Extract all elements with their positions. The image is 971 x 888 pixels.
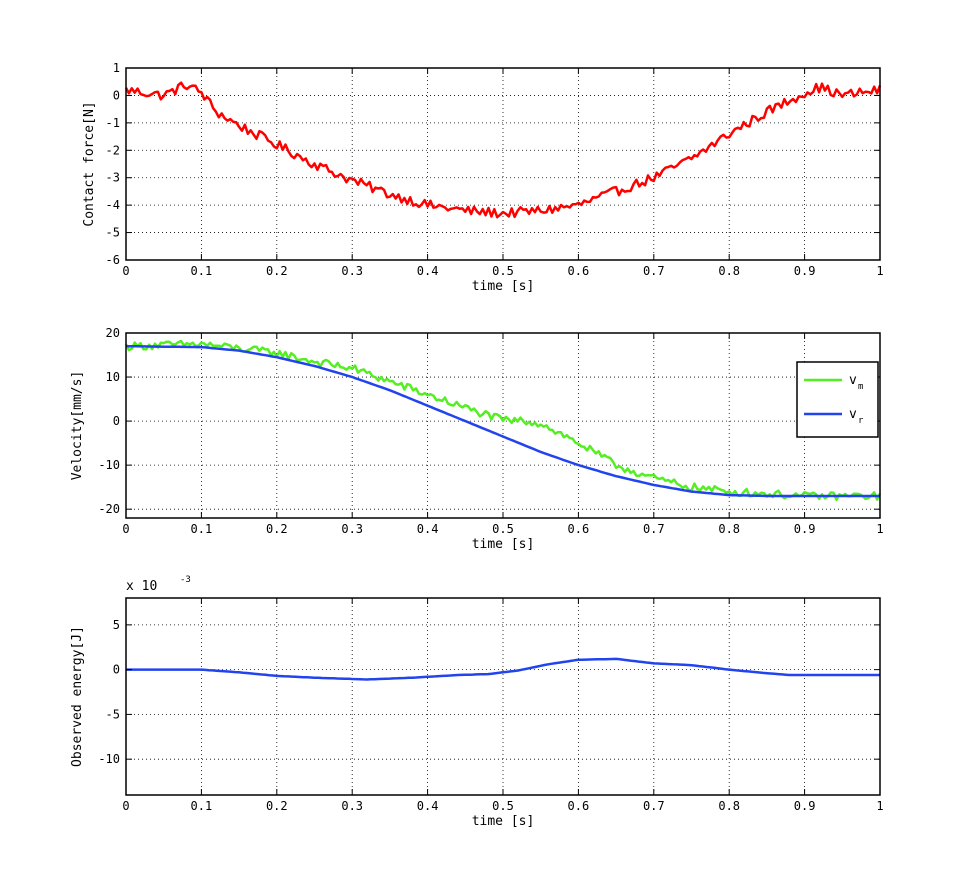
x-tick-label: 0.4 — [417, 522, 439, 536]
x-tick-label: 0.4 — [417, 264, 439, 278]
x-tick-label: 1 — [876, 799, 883, 813]
y-axis-label: Observed energy[J] — [70, 626, 85, 767]
chart-panel-1: 0 0.1 0.2 0.3 0.4 0.5 0.6 0.7 0.8 0.9 1 -6 -5 -4 -3 -2 -… — [82, 61, 884, 294]
legend-box — [796, 361, 879, 438]
series-line-1 — [126, 657, 880, 681]
x-tick-label: 0.2 — [266, 264, 288, 278]
x-tick-label: 0.4 — [417, 799, 439, 813]
x-tick-label: 1 — [876, 264, 883, 278]
y-tick-label: -2 — [106, 143, 120, 157]
y-tick-label: -10 — [98, 458, 120, 472]
x-tick-label: 0.2 — [266, 522, 288, 536]
y-axis-label: Velocity[mm/s] — [70, 371, 85, 481]
x-tick-label: 0.8 — [718, 264, 740, 278]
series-line-1 — [124, 81, 882, 219]
x-tick-label: 0.7 — [643, 799, 665, 813]
y-tick-label: 0 — [113, 414, 120, 428]
x-tick-label: 0.7 — [643, 264, 665, 278]
chart-panel-3: 0 0.1 0.2 0.3 0.4 0.5 0.6 0.7 0.8 0.9 1 -10 -5 0 5 time… — [70, 575, 884, 829]
y-exponent-power: -3 — [180, 575, 191, 585]
x-axis-label: time [s] — [472, 279, 535, 294]
legend-subscript: m — [858, 382, 863, 392]
y-tick-label: -1 — [106, 116, 120, 130]
legend-label: v — [849, 373, 857, 388]
x-tick-label: 0.3 — [341, 522, 363, 536]
y-tick-label: -3 — [106, 171, 120, 185]
x-tick-label: 0.8 — [718, 522, 740, 536]
series-line-m — [124, 339, 882, 502]
x-tick-label: 0.5 — [492, 522, 514, 536]
series-line-r — [125, 344, 880, 498]
x-tick-label: 0.1 — [191, 522, 213, 536]
x-tick-label: 0.2 — [266, 799, 288, 813]
x-tick-label: 0.9 — [794, 522, 816, 536]
y-tick-label: -6 — [106, 253, 120, 267]
y-axis-label: Contact force[N] — [82, 101, 97, 226]
x-tick-label: 0.1 — [191, 264, 213, 278]
x-tick-label: 0 — [122, 799, 129, 813]
x-tick-label: 0.6 — [568, 799, 590, 813]
x-tick-label: 0.5 — [492, 799, 514, 813]
plot-area — [126, 598, 880, 795]
y-tick-label: -10 — [98, 752, 120, 766]
x-tick-label: 0.8 — [718, 799, 740, 813]
y-tick-label: 5 — [113, 618, 120, 632]
y-tick-label: -20 — [98, 502, 120, 516]
x-tick-label: 0.7 — [643, 522, 665, 536]
legend-label: v — [849, 407, 857, 422]
x-axis-label: time [s] — [472, 537, 535, 552]
x-tick-label: 0.6 — [568, 264, 590, 278]
y-tick-label: 20 — [106, 326, 120, 340]
legend: v mv r — [796, 361, 879, 438]
y-tick-label: -5 — [106, 226, 120, 240]
y-tick-label: 1 — [113, 61, 120, 75]
x-tick-label: 0 — [122, 264, 129, 278]
y-tick-label: 0 — [113, 663, 120, 677]
x-tick-label: 0.3 — [341, 799, 363, 813]
chart-panel-2: 0 0.1 0.2 0.3 0.4 0.5 0.6 0.7 0.8 0.9 1 -20 -10 0 10 20… — [70, 326, 884, 552]
x-tick-label: 0.6 — [568, 522, 590, 536]
y-tick-label: -5 — [106, 707, 120, 721]
x-tick-label: 0.9 — [794, 264, 816, 278]
y-tick-label: 10 — [106, 370, 120, 384]
x-tick-label: 0.3 — [341, 264, 363, 278]
x-tick-label: 0.5 — [492, 264, 514, 278]
x-tick-label: 0.1 — [191, 799, 213, 813]
legend-subscript: r — [858, 416, 864, 426]
x-tick-label: 1 — [876, 522, 883, 536]
y-tick-label: 0 — [113, 88, 120, 102]
y-tick-label: -4 — [106, 198, 120, 212]
x-axis-label: time [s] — [472, 814, 535, 829]
x-tick-label: 0.9 — [794, 799, 816, 813]
y-exponent-label: x 10 — [126, 579, 157, 594]
x-tick-label: 0 — [122, 522, 129, 536]
